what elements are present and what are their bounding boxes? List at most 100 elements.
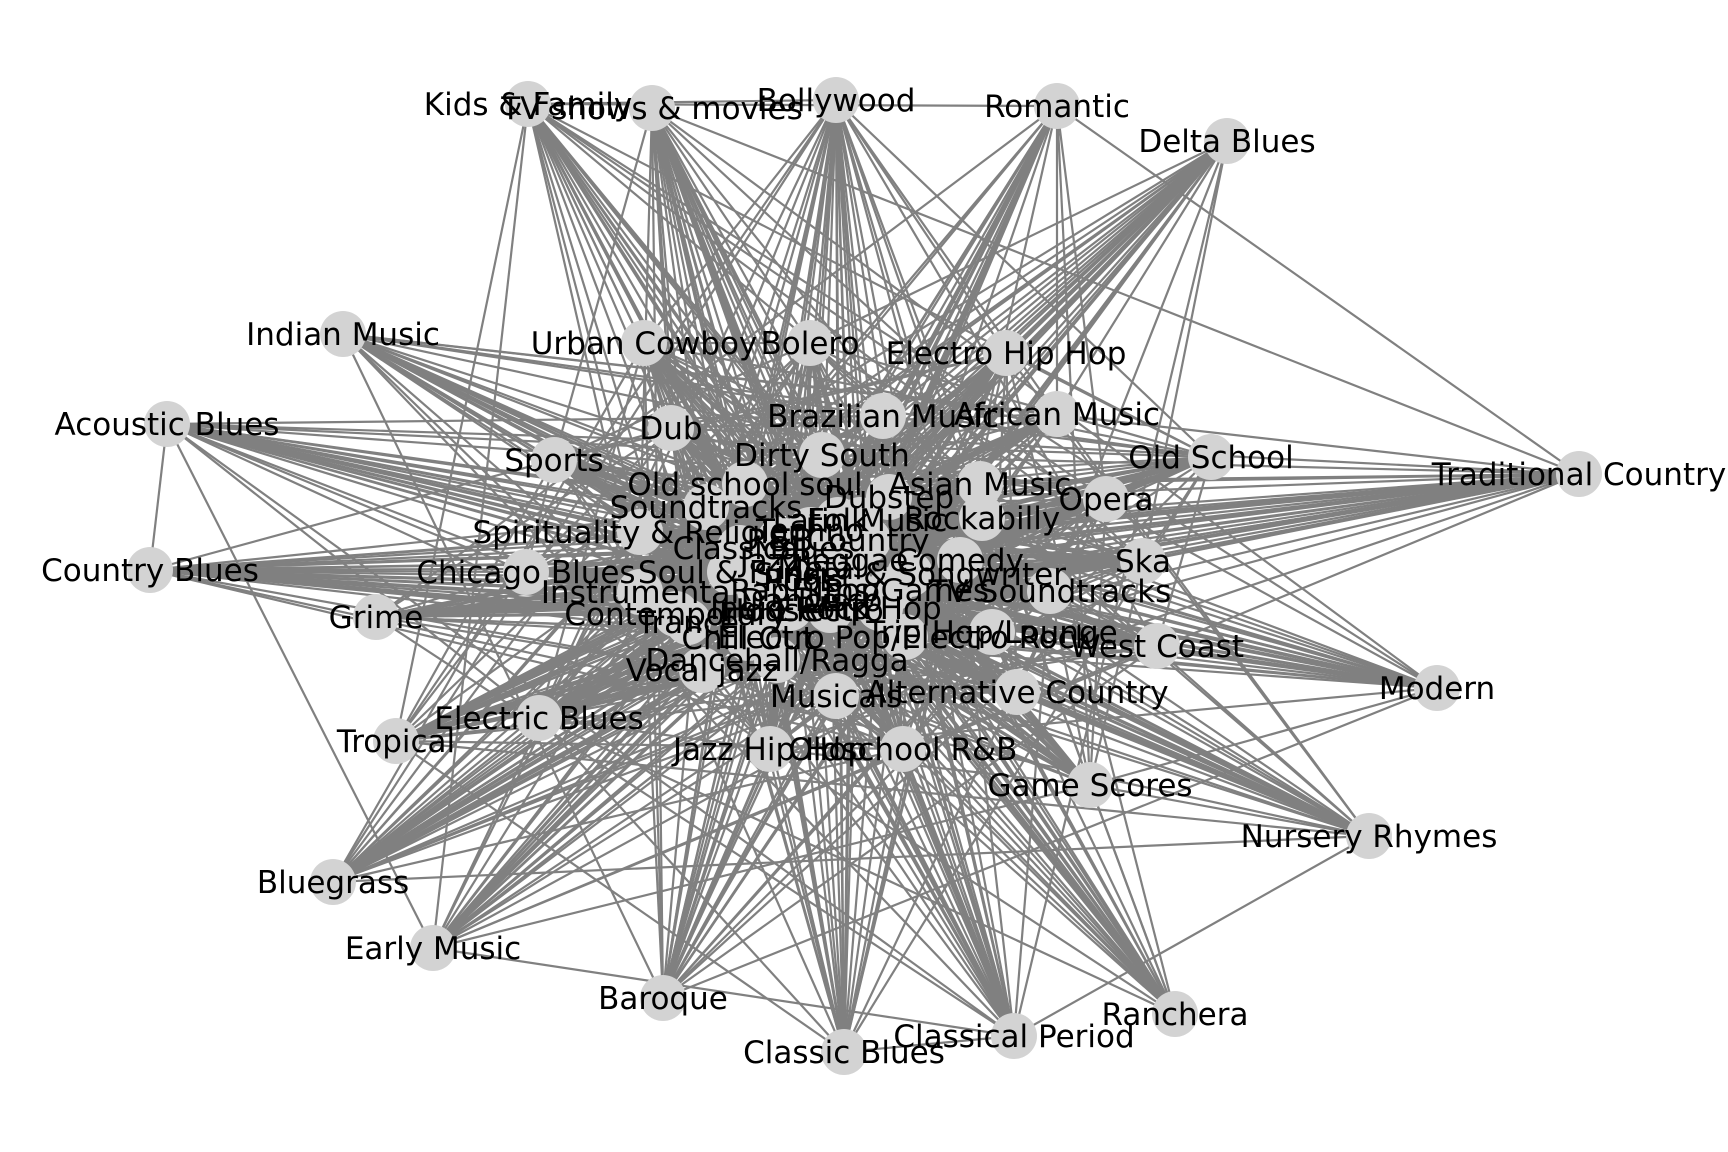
edge-classic-blues--reggae [842, 559, 852, 1053]
edge-old-school--electro-hip-hop [1005, 352, 1212, 458]
edge-ranchera--game-scores [1088, 784, 1177, 1015]
edge-modern--game-scores [1089, 686, 1438, 787]
edge-game-scores--films-games [889, 589, 1091, 786]
edge-bollywood--soundtracks [704, 99, 838, 508]
edge-baroque--indian-music [342, 333, 664, 999]
edge-nursery-rhymes--country [867, 539, 1370, 837]
node-label-classic-blues: Classic Blues [743, 1035, 945, 1071]
node-label-acoustic-blues: Acoustic Blues [55, 407, 280, 443]
edge-modern--west-coast [1156, 644, 1438, 690]
node-label-blues: Blues [770, 531, 855, 567]
node-label-rock: Rock [763, 563, 837, 599]
edge-ranchera--jazz [769, 559, 1176, 1015]
edge-ska--tv-shows-movies [651, 107, 1144, 562]
edge-classic-blues--soundtracks [704, 506, 846, 1053]
node-label-chill-out: Chill Out [681, 621, 814, 657]
edge-bollywood--old-school [835, 99, 1212, 458]
node-label-old-school: Old School [1128, 440, 1293, 476]
edge-tropical--chicago-blues [395, 571, 527, 742]
node-label-vocal-jazz: Vocal jazz [626, 653, 778, 689]
node-early-music [410, 925, 456, 971]
edge-ranchera--rap [759, 589, 1176, 1015]
node-dub [648, 405, 694, 451]
edge-bollywood--tropical [395, 99, 837, 742]
edge-dub--country-blues [149, 426, 672, 572]
edge-african-music--delta-blues [1056, 140, 1228, 415]
edge-grime--classical-period [375, 616, 1015, 1037]
node-game-scores [1067, 762, 1113, 808]
node-label-techno: Techno [755, 513, 864, 549]
node-label-classical: Classical [673, 531, 808, 567]
node-films-games [867, 567, 913, 613]
edge-grime--dub [375, 427, 672, 618]
edge-modern--rockabilly [981, 516, 1438, 690]
node-label-sports: Sports [504, 443, 603, 479]
node-label-baroque: Baroque [598, 981, 728, 1017]
node-traditional-country [1556, 451, 1602, 497]
node-label-opera: Opera [1059, 482, 1154, 518]
node-musicals [813, 673, 859, 719]
edge-early-music--bolero [432, 342, 811, 949]
node-instrumental [617, 569, 663, 615]
node-jazz-hip-hop [747, 726, 793, 772]
node-label-soul-funk: Soul & Funk [638, 555, 822, 591]
node-label-chicago-blues: Chicago Blues [416, 555, 635, 591]
node-label-classical-period: Classical Period [893, 1019, 1134, 1055]
edge-oldschool-r-b--bluegrass [332, 747, 904, 884]
node-label-reggae: Reggae [792, 543, 909, 579]
node-label-african-music: African Music [954, 397, 1160, 433]
node-romantic [1034, 83, 1080, 129]
edge-trip-hop-lounge--traditional-country [991, 472, 1580, 634]
edge-romantic--traditional-country [1056, 105, 1580, 475]
edge-old-school--urban-cowboy [643, 341, 1212, 459]
node-indian-music [320, 311, 366, 357]
node-label-jazz: Jazz [738, 543, 801, 579]
node-label-hip-hop: Hip Hop [818, 591, 941, 627]
node-reggae [827, 537, 873, 583]
node-label-delta-blues: Delta Blues [1138, 124, 1315, 160]
node-label-oldschool-r-b: Oldschool R&B [789, 732, 1018, 768]
node-techno [787, 507, 833, 553]
edge-classical-period--nursery-rhymes [1013, 835, 1370, 1037]
node-label-kids-family: Kids & Family [424, 87, 632, 123]
edge-bluegrass--urban-cowboy [332, 342, 645, 883]
edge-classical-period--films-games [888, 589, 1016, 1037]
edge-classic-blues--dance [788, 599, 846, 1053]
node-label-spirituality-religion: Spirituality & Religion [472, 515, 807, 551]
edge-musicals--electro-hip-hop [835, 352, 1007, 697]
node-label-singer-songwriter: Singer & Songwriter [754, 557, 1066, 593]
node-brazilian-music [860, 393, 906, 439]
node-classic-blues [821, 1029, 867, 1075]
node-classical-period [991, 1013, 1037, 1059]
node-label-urban-cowboy: Urban Cowboy [531, 326, 758, 362]
edge-urban-cowboy--bollywood [643, 99, 837, 344]
node-label-dub: Dub [639, 411, 702, 447]
node-label-house: House [721, 593, 818, 629]
edge-nursery-rhymes--disco [839, 598, 1370, 838]
node-label-trance: Trance [636, 605, 739, 641]
node-label-rap: Rap [730, 573, 790, 609]
edge-tv-shows-movies--sports [552, 107, 654, 461]
edge-dub--bluegrass [332, 427, 672, 883]
node-dancehall-ragga [754, 637, 800, 683]
node-label-disco: Disco [798, 583, 883, 619]
node-sports [531, 437, 577, 483]
edge-baroque--disco [661, 599, 842, 999]
node-label-early-music: Early Music [345, 931, 521, 967]
edge-ranchera--electro-hip-hop [1004, 352, 1177, 1015]
node-label-bollywood: Bollywood [757, 83, 916, 119]
edge-nursery-rhymes--house [769, 608, 1370, 838]
node-label-old-school-soul: Old school soul [627, 467, 862, 503]
node-label-latin-music: Latin Music [773, 503, 948, 539]
edge-romantic--game-scores [1055, 105, 1092, 786]
node-label-tv-soundtracks: TV Soundtracks [928, 574, 1172, 610]
edge-ranchera--jazz-hip-hop [769, 748, 1176, 1015]
node-label-metal: Metal [777, 551, 863, 587]
edge-delta-blues--bolero [809, 140, 1228, 344]
node-label-indian-music: Indian Music [246, 317, 440, 353]
edge-classic-blues--hip-hop [842, 607, 882, 1053]
edge-electric-blues--acoustic-blues [166, 423, 540, 719]
node-label-jazz-hip-hop: Jazz Hip Hop [671, 732, 867, 768]
edge-nursery-rhymes--game-scores [1089, 783, 1370, 838]
